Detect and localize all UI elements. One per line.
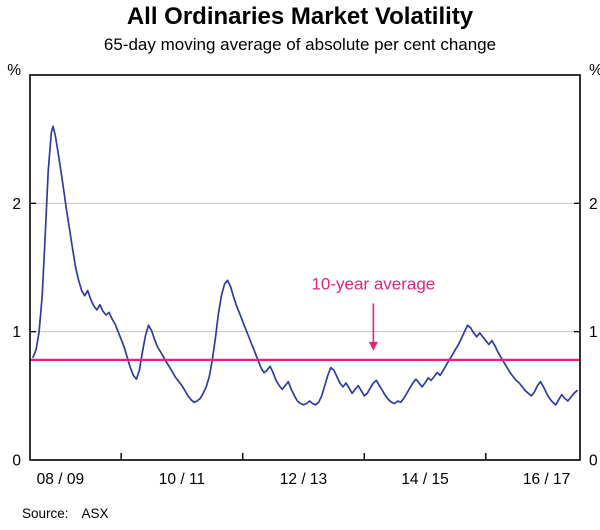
chart-subtitle: 65-day moving average of absolute per ce… bbox=[103, 35, 497, 54]
average-annotation-label: 10-year average bbox=[311, 274, 435, 293]
x-axis-label: 14 / 15 bbox=[401, 471, 448, 488]
annotation-down-arrow-icon bbox=[368, 341, 378, 351]
y-axis-label-left: 2 bbox=[12, 196, 21, 213]
chart-title: All Ordinaries Market Volatility bbox=[126, 3, 474, 30]
volatility-line bbox=[32, 125, 578, 406]
x-axis-label: 08 / 09 bbox=[37, 471, 84, 488]
x-axis-label: 16 / 17 bbox=[523, 471, 570, 488]
y-axis-unit-left: % bbox=[7, 62, 21, 79]
y-axis-label-left: 1 bbox=[12, 324, 21, 341]
x-axis-label: 10 / 11 bbox=[159, 471, 205, 488]
source-value: ASX bbox=[81, 506, 109, 521]
y-axis-unit-right: % bbox=[589, 62, 600, 79]
y-axis-label-left: 0 bbox=[12, 453, 21, 470]
source-note: Source: ASX bbox=[22, 506, 109, 521]
x-axis-label: 12 / 13 bbox=[280, 471, 327, 488]
source-label: Source: bbox=[22, 506, 69, 521]
y-axis-label-right: 2 bbox=[589, 196, 598, 213]
plot-border bbox=[29, 74, 581, 461]
y-axis-label-right: 1 bbox=[589, 324, 598, 341]
y-axis-label-right: 0 bbox=[589, 453, 598, 470]
chart-canvas: 0 0 1 1 2 2%% 08 / 09 10 / 11 12 / 13 14 / 15 16 /… bbox=[7, 62, 600, 488]
